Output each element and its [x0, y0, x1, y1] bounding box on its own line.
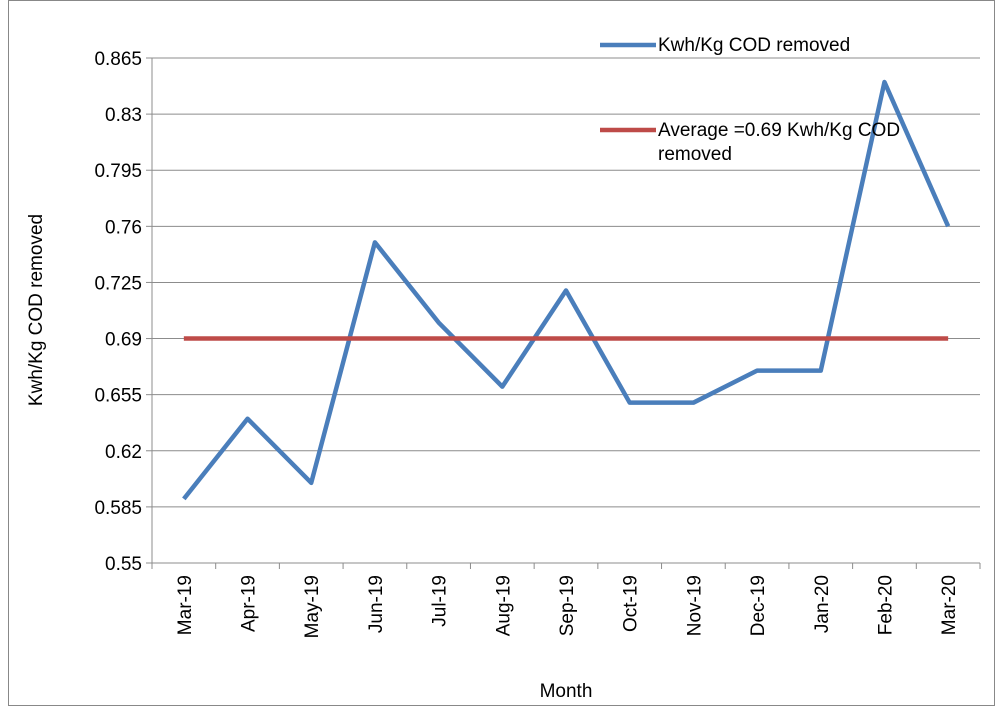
x-tick-label: Sep-19 [557, 575, 578, 636]
x-tick-label: Mar-20 [939, 575, 960, 635]
x-tick-label: Oct-19 [621, 575, 642, 632]
x-tick-label: Jul-19 [430, 575, 451, 627]
x-tick-label: Apr-19 [239, 575, 260, 632]
x-tick-label: May-19 [302, 575, 323, 638]
y-tick-label: 0.69 [105, 330, 142, 351]
x-tick-label: Nov-19 [684, 575, 705, 636]
x-tick-label: Feb-20 [875, 575, 896, 635]
chart-border [8, 0, 995, 706]
x-tick-label: Aug-19 [493, 575, 514, 636]
y-tick-label: 0.55 [105, 554, 142, 575]
y-tick-label: 0.795 [94, 161, 142, 182]
y-tick-label: 0.585 [94, 498, 142, 519]
x-axis-label: Month [540, 681, 593, 702]
y-tick-label: 0.655 [94, 386, 142, 407]
x-tick-label: Dec-19 [748, 575, 769, 636]
x-tick-label: Jun-19 [366, 575, 387, 633]
series-line [182, 79, 951, 501]
y-tick-label: 0.725 [94, 273, 142, 294]
x-tick-label: Jan-20 [812, 575, 833, 633]
legend-label: Average =0.69 Kwh/Kg COD removed [658, 120, 901, 165]
legend-label: Kwh/Kg COD removed [658, 35, 851, 56]
y-tick-label: 0.865 [94, 49, 142, 70]
y-tick-label: 0.62 [105, 442, 142, 463]
x-tick-label: Mar-19 [175, 575, 196, 635]
y-tick-label: 0.83 [105, 105, 142, 126]
y-axis-label: Kwh/Kg COD removed [26, 214, 47, 406]
y-tick-label: 0.76 [105, 217, 142, 238]
